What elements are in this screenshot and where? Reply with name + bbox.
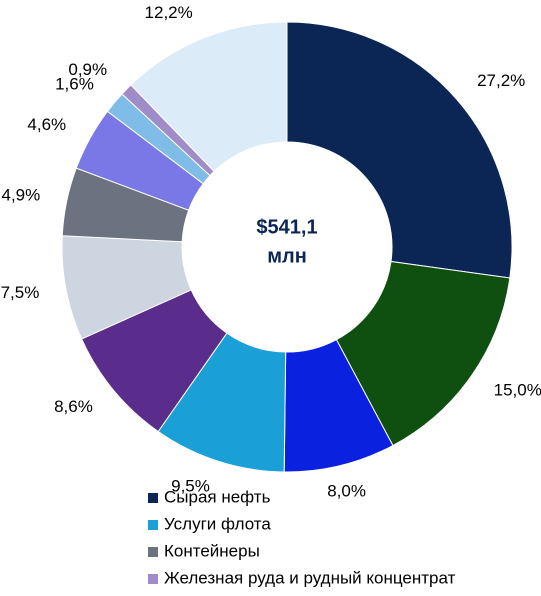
legend-swatch [148,574,158,584]
value-label: 8,0% [327,481,366,500]
value-label: 9,5% [171,476,210,495]
value-label: 1,6% [55,75,94,94]
legend-swatch [148,547,158,557]
legend-label: Услуги флота [164,514,271,533]
center-label: $541,1 [256,216,317,238]
legend-label: Контейнеры [164,541,260,560]
value-label: 0,9% [68,60,107,79]
legend-swatch [148,520,158,530]
center-label: млн [267,245,307,267]
slice [130,21,288,173]
value-label: 4,9% [1,185,40,204]
value-label: 8,6% [54,397,93,416]
value-label: 7,5% [1,283,40,302]
legend-label: Сырая нефть [164,487,271,506]
value-label: 4,6% [27,115,66,134]
legend-swatch [148,493,158,503]
value-label: 27,2% [477,71,525,90]
slice [335,260,511,447]
legend-label: Железная руда и рудный концентрат [164,568,456,587]
slice [286,21,513,279]
value-label: 12,2% [145,3,193,22]
value-label: 15,0% [494,381,541,400]
